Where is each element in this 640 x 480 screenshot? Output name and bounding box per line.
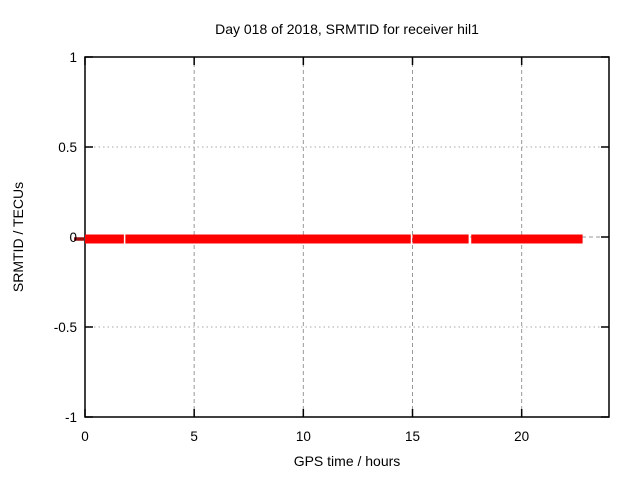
x-tick-label-20: 20: [514, 429, 530, 444]
x-axis-label: GPS time / hours: [293, 453, 401, 469]
x-tick-label-15: 15: [404, 429, 421, 444]
y-tick-label-1: 1: [69, 49, 77, 65]
chart-title: Day 018 of 2018, SRMTID for receiver hil…: [215, 21, 479, 37]
x-tick-label-0: 0: [81, 429, 89, 444]
y-tick-label--0.5: -0.5: [53, 319, 77, 335]
y-tick-label-0.5: 0.5: [58, 139, 77, 155]
y-tick-label-0: 0: [69, 229, 77, 245]
y-tick-label--1: -1: [64, 409, 77, 425]
x-tick-label-5: 5: [190, 429, 198, 444]
x-tick-label-10: 10: [295, 429, 311, 444]
